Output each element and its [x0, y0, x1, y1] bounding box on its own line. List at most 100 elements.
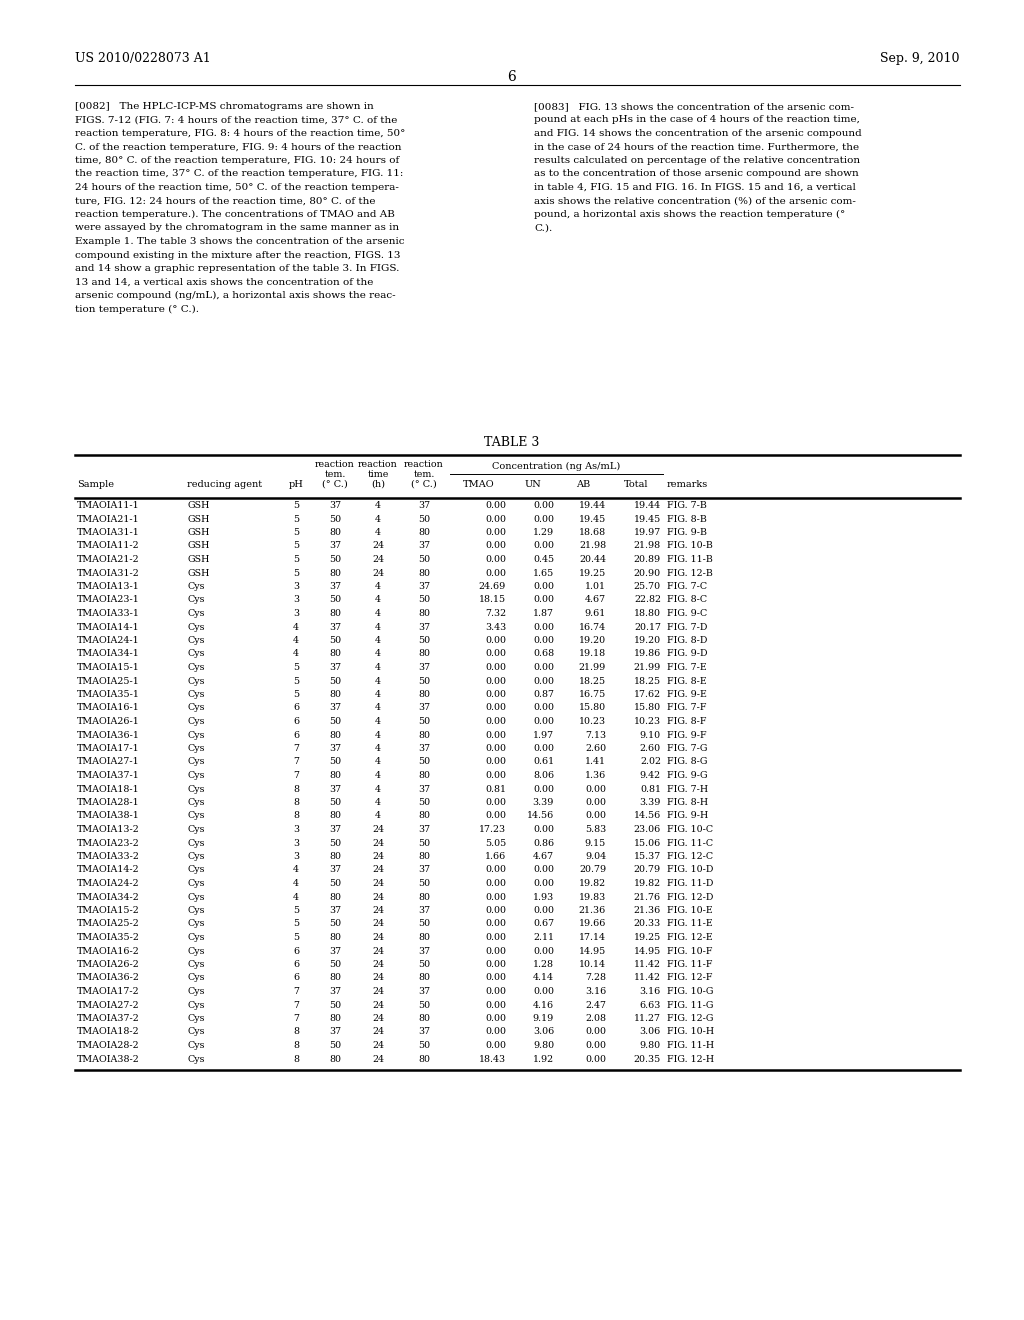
Text: 24: 24 — [372, 933, 384, 942]
Text: 0.00: 0.00 — [534, 582, 554, 591]
Text: 4: 4 — [375, 812, 381, 821]
Text: in table 4, FIG. 15 and FIG. 16. In FIGS. 15 and 16, a vertical: in table 4, FIG. 15 and FIG. 16. In FIGS… — [534, 183, 856, 191]
Text: 4: 4 — [375, 744, 381, 752]
Text: 37: 37 — [329, 825, 341, 834]
Text: 5: 5 — [293, 690, 299, 700]
Text: 4: 4 — [293, 879, 299, 888]
Text: Cys: Cys — [187, 799, 205, 807]
Text: 0.00: 0.00 — [585, 1027, 606, 1036]
Text: Cys: Cys — [187, 974, 205, 982]
Text: GSH: GSH — [187, 541, 209, 550]
Text: reaction: reaction — [404, 459, 443, 469]
Text: 0.00: 0.00 — [485, 528, 506, 537]
Text: (h): (h) — [371, 480, 385, 488]
Text: arsenic compound (ng/mL), a horizontal axis shows the reac-: arsenic compound (ng/mL), a horizontal a… — [75, 290, 395, 300]
Text: TMAOIA13-1: TMAOIA13-1 — [77, 582, 139, 591]
Text: 17.14: 17.14 — [579, 933, 606, 942]
Text: 3.16: 3.16 — [640, 987, 662, 997]
Text: 37: 37 — [329, 541, 341, 550]
Text: 4: 4 — [375, 502, 381, 510]
Text: TMAOIA18-2: TMAOIA18-2 — [77, 1027, 139, 1036]
Text: GSH: GSH — [187, 515, 209, 524]
Text: FIG. 10-D: FIG. 10-D — [667, 866, 714, 874]
Text: 0.00: 0.00 — [534, 866, 554, 874]
Text: TMAOIA16-1: TMAOIA16-1 — [77, 704, 139, 713]
Text: 7: 7 — [293, 771, 299, 780]
Text: 37: 37 — [329, 1027, 341, 1036]
Text: 50: 50 — [329, 838, 341, 847]
Text: 19.44: 19.44 — [579, 502, 606, 510]
Text: 50: 50 — [418, 1001, 430, 1010]
Text: C.).: C.). — [534, 223, 552, 232]
Text: 37: 37 — [418, 1027, 430, 1036]
Text: 50: 50 — [329, 1041, 341, 1049]
Text: 18.25: 18.25 — [634, 676, 662, 685]
Text: Cys: Cys — [187, 623, 205, 631]
Text: TMAOIA25-1: TMAOIA25-1 — [77, 676, 139, 685]
Text: 19.66: 19.66 — [579, 920, 606, 928]
Text: 14.95: 14.95 — [634, 946, 662, 956]
Text: 3.06: 3.06 — [532, 1027, 554, 1036]
Text: 20.17: 20.17 — [634, 623, 662, 631]
Text: 4: 4 — [293, 649, 299, 659]
Text: 0.00: 0.00 — [485, 717, 506, 726]
Text: 0.00: 0.00 — [534, 636, 554, 645]
Text: 16.74: 16.74 — [579, 623, 606, 631]
Text: 11.42: 11.42 — [634, 960, 662, 969]
Text: 0.81: 0.81 — [485, 784, 506, 793]
Text: 0.81: 0.81 — [640, 784, 662, 793]
Text: 6: 6 — [293, 974, 299, 982]
Text: 0.00: 0.00 — [534, 825, 554, 834]
Text: Concentration (ng As/mL): Concentration (ng As/mL) — [492, 462, 621, 471]
Text: 25.70: 25.70 — [634, 582, 662, 591]
Text: 80: 80 — [329, 690, 341, 700]
Text: 0.00: 0.00 — [485, 987, 506, 997]
Text: 80: 80 — [418, 1055, 430, 1064]
Text: 0.00: 0.00 — [534, 704, 554, 713]
Text: FIG. 8-C: FIG. 8-C — [667, 595, 708, 605]
Text: 0.00: 0.00 — [485, 906, 506, 915]
Text: 17.62: 17.62 — [634, 690, 662, 700]
Text: Cys: Cys — [187, 704, 205, 713]
Text: 0.00: 0.00 — [485, 946, 506, 956]
Text: 4.67: 4.67 — [532, 851, 554, 861]
Text: 50: 50 — [418, 838, 430, 847]
Text: 6: 6 — [508, 70, 516, 84]
Text: 3.39: 3.39 — [640, 799, 662, 807]
Text: 4: 4 — [375, 636, 381, 645]
Text: TMAOIA31-1: TMAOIA31-1 — [77, 528, 139, 537]
Text: Cys: Cys — [187, 879, 205, 888]
Text: TMAOIA31-2: TMAOIA31-2 — [77, 569, 139, 578]
Text: 10.23: 10.23 — [579, 717, 606, 726]
Text: 19.45: 19.45 — [579, 515, 606, 524]
Text: FIG. 10-C: FIG. 10-C — [667, 825, 713, 834]
Text: 19.18: 19.18 — [579, 649, 606, 659]
Text: FIG. 11-F: FIG. 11-F — [667, 960, 713, 969]
Text: 21.99: 21.99 — [634, 663, 662, 672]
Text: Cys: Cys — [187, 771, 205, 780]
Text: FIG. 8-F: FIG. 8-F — [667, 717, 707, 726]
Text: 50: 50 — [418, 595, 430, 605]
Text: Cys: Cys — [187, 946, 205, 956]
Text: Cys: Cys — [187, 744, 205, 752]
Text: FIG. 7-C: FIG. 7-C — [667, 582, 708, 591]
Text: 1.66: 1.66 — [484, 851, 506, 861]
Text: GSH: GSH — [187, 502, 209, 510]
Text: 7.13: 7.13 — [585, 730, 606, 739]
Text: 5: 5 — [293, 554, 299, 564]
Text: 0.87: 0.87 — [534, 690, 554, 700]
Text: Cys: Cys — [187, 906, 205, 915]
Text: 80: 80 — [329, 569, 341, 578]
Text: 0.00: 0.00 — [485, 758, 506, 767]
Text: 0.00: 0.00 — [585, 812, 606, 821]
Text: 80: 80 — [418, 609, 430, 618]
Text: 22.82: 22.82 — [634, 595, 662, 605]
Text: Cys: Cys — [187, 987, 205, 997]
Text: 3: 3 — [293, 825, 299, 834]
Text: 10.14: 10.14 — [579, 960, 606, 969]
Text: 0.00: 0.00 — [485, 502, 506, 510]
Text: TMAOIA26-1: TMAOIA26-1 — [77, 717, 139, 726]
Text: 3: 3 — [293, 582, 299, 591]
Text: Cys: Cys — [187, 838, 205, 847]
Text: FIG. 9-F: FIG. 9-F — [667, 730, 707, 739]
